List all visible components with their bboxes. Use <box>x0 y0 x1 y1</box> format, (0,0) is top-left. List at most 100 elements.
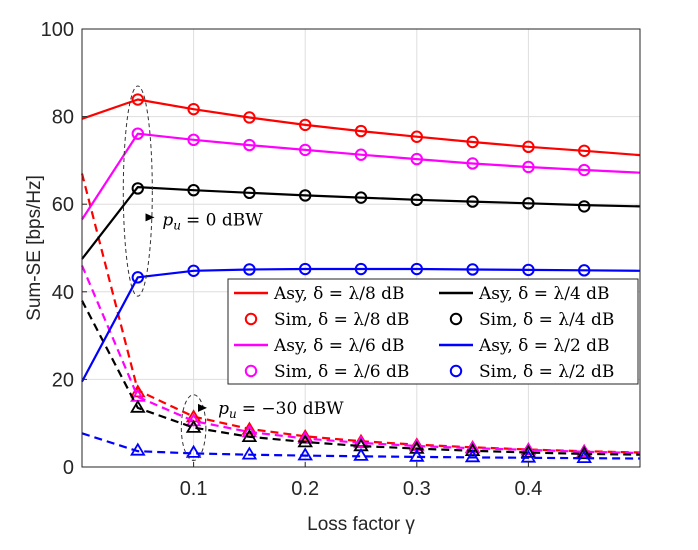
sim-marker-l2-high <box>578 264 591 277</box>
sim-marker-l2-low <box>297 447 313 461</box>
sim-marker-l2-low <box>353 447 369 461</box>
sim-marker-l4-high <box>354 191 368 204</box>
sim-marker-l4-low <box>297 434 313 448</box>
sim-marker-l4-high <box>299 189 312 202</box>
legend-label-sim-l6: Sim, δ = λ/6 dB <box>274 362 409 382</box>
sim-marker-l2-low <box>576 449 592 464</box>
sim-marker-l4-high <box>187 183 200 197</box>
legend-marker-l6 <box>244 364 258 378</box>
legend: Asy, δ = λ/8 dB Sim, δ = λ/8 dB Asy, δ = λ… <box>227 278 639 385</box>
sim-marker-l4-low <box>576 446 592 460</box>
sim-marker-l2-high <box>466 263 479 276</box>
x-axis-title: Loss factor γ <box>307 514 415 535</box>
sim-marker-l6-low <box>185 413 202 427</box>
asy-line-l2-low <box>81 432 641 460</box>
y-tick-label: 60 <box>52 194 74 216</box>
legend-label-asy-l6: Asy, δ = λ/6 dB <box>273 336 405 356</box>
sim-marker-l2-high <box>354 262 368 276</box>
annotation-ellipse-low <box>180 394 207 461</box>
sim-marker-l2-low <box>464 449 481 463</box>
sim-marker-l6-low <box>576 443 592 457</box>
y-tick-label: 100 <box>41 19 74 41</box>
sim-marker-l4-low <box>241 428 258 443</box>
sim-marker-l6-high <box>243 138 256 152</box>
sim-marker-l6-high <box>522 160 535 174</box>
y-tick-label: 40 <box>52 282 74 304</box>
legend-marker-l8 <box>244 312 258 326</box>
y-tick-label: 20 <box>52 369 74 391</box>
sim-marker-l2-low <box>520 449 537 463</box>
x-tick-label: 0.2 <box>291 478 319 500</box>
legend-marker-l2 <box>449 364 463 378</box>
sim-marker-l4-high <box>410 193 423 207</box>
x-tick-label: 0.4 <box>514 478 542 500</box>
sim-marker-l8-high <box>299 118 312 132</box>
sim-marker-l4-high <box>578 200 591 213</box>
x-tick-label: 0.1 <box>180 478 208 500</box>
tick-labels: 0.1 0.2 0.3 0.4 0 20 40 60 80 100 <box>41 19 543 500</box>
plot-area <box>82 29 640 467</box>
sim-marker-l4-high <box>243 186 256 200</box>
sim-marker-l4-high <box>131 182 145 195</box>
annotation-pu-symbol: p <box>162 211 173 231</box>
plot-frame <box>81 28 641 468</box>
sim-marker-l2-high <box>243 263 256 276</box>
legend-label-asy-l2: Asy, δ = λ/2 dB <box>478 336 610 356</box>
sim-marker-l8-high <box>131 93 145 106</box>
sim-marker-l6-high <box>466 157 479 170</box>
sim-marker-l6-high <box>578 163 591 177</box>
sim-marker-l6-high <box>187 133 200 147</box>
annotation-pu-symbol: p <box>218 399 229 419</box>
annotation-ellipse-high <box>122 85 153 297</box>
sim-marker-l8-high <box>578 144 591 157</box>
sim-marker-l6-high <box>354 148 368 161</box>
y-tick-label: 0 <box>63 457 74 479</box>
sim-marker-l4-high <box>466 195 479 208</box>
sim-marker-l6-low <box>353 435 369 449</box>
sim-marker-l2-high <box>131 271 145 284</box>
sim-marker-l4-high <box>522 197 535 210</box>
sim-marker-l6-high <box>299 143 312 157</box>
legend-label-sim-l8: Sim, δ = λ/8 dB <box>274 310 409 330</box>
sim-marker-l2-high <box>299 262 312 276</box>
annotation-label-high: pu = 0 dBW <box>162 211 263 233</box>
annotation-pu-value: = 0 dBW <box>186 211 263 231</box>
sim-marker-l6-high <box>410 152 423 166</box>
asy-line-l4-low <box>81 300 641 456</box>
sim-marker-l8-high <box>187 102 200 116</box>
asy-line-l6-high <box>81 132 641 221</box>
sim-marker-l2-low <box>130 442 146 456</box>
legend-label-asy-l8: Asy, δ = λ/8 dB <box>273 284 405 304</box>
sim-marker-l6-low <box>520 442 537 456</box>
legend-label-sim-l4: Sim, δ = λ/4 dB <box>479 310 614 330</box>
asy-line-l4-high <box>81 186 641 260</box>
annotation-arrowhead-low <box>197 403 207 412</box>
sim-marker-l4-low <box>185 419 202 433</box>
sim-marker-l8-high <box>354 124 368 138</box>
sim-marker-l8-high <box>243 111 256 124</box>
asy-line-l2-high <box>81 267 641 383</box>
sim-marker-l4-low <box>130 399 146 413</box>
y-tick-label: 80 <box>52 107 74 129</box>
y-axis-title: Sum-SE [bps/Hz] <box>24 175 45 321</box>
sim-marker-l2-low <box>409 448 425 462</box>
sim-marker-l6-high <box>131 127 145 140</box>
sim-marker-l2-high <box>410 262 423 276</box>
legend-marker-l4 <box>449 312 463 326</box>
legend-label-sim-l2: Sim, δ = λ/2 dB <box>479 362 614 382</box>
sim-marker-l8-high <box>522 140 535 154</box>
sim-marker-l2-low <box>241 446 258 460</box>
sim-marker-l8-high <box>410 130 423 143</box>
sim-marker-l2-high <box>187 264 200 277</box>
sim-marker-l4-low <box>409 440 425 454</box>
sim-marker-l2-high <box>522 263 535 277</box>
asy-line-l6-low <box>80 265 641 455</box>
series-layer <box>80 93 641 464</box>
x-tick-label: 0.3 <box>403 478 431 500</box>
sim-marker-l2-low <box>185 444 202 458</box>
sim-marker-l8-low <box>241 421 258 435</box>
legend-label-asy-l4: Asy, δ = λ/4 dB <box>478 284 610 304</box>
annotation-arrowhead-high <box>145 213 155 222</box>
